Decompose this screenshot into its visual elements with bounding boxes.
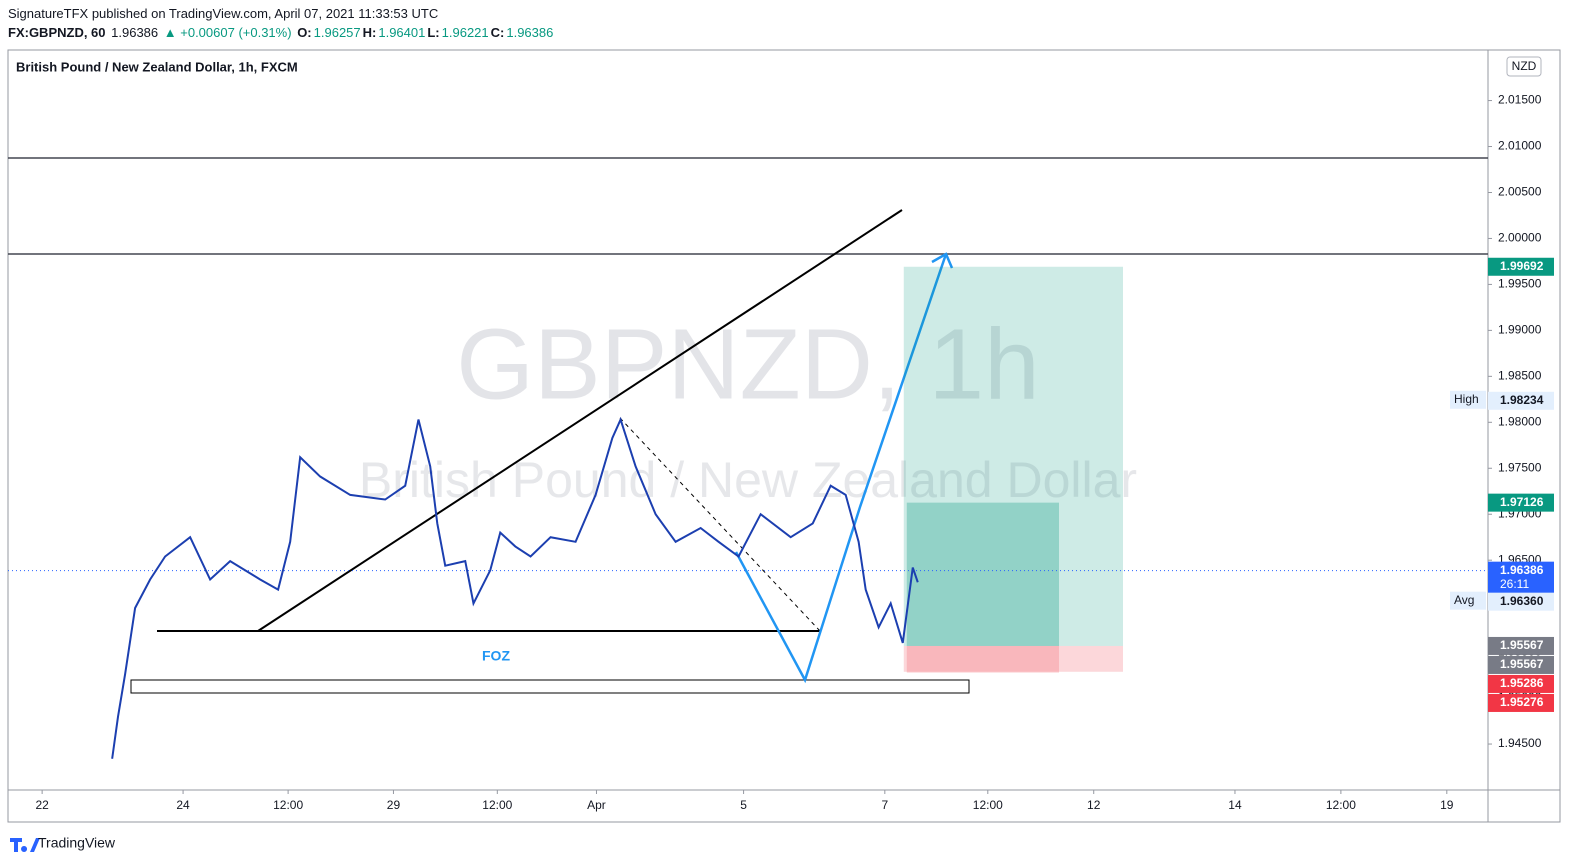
price-label-box [1488, 674, 1554, 693]
price-label: 1.95286 [1500, 676, 1544, 690]
y-tick-label: 1.98000 [1498, 414, 1542, 428]
price-label: 1.97126 [1500, 495, 1544, 509]
y-tick-label: 1.99000 [1498, 323, 1542, 337]
footer: TradingView [10, 835, 116, 852]
y-tick-label: 1.94500 [1498, 736, 1542, 750]
price-label: 1.95567 [1500, 638, 1544, 652]
x-tick-label: 22 [35, 798, 49, 812]
price-label-box [1488, 493, 1554, 512]
ohlc-value: 1.96221 [441, 25, 489, 40]
price-label-box [1488, 592, 1554, 611]
x-tick-label: 12 [1087, 798, 1101, 812]
annotation: FOZ [482, 648, 510, 664]
header: SignatureTFX published on TradingView.co… [8, 4, 557, 42]
watermark-group: GBPNZD, 1h British Pound / New Zealand D… [359, 308, 1137, 508]
projection-arrow [734, 253, 948, 684]
chart-title: British Pound / New Zealand Dollar, 1h, … [16, 59, 298, 74]
stop-zone [903, 645, 1123, 672]
ohlc-key: O: [297, 25, 312, 40]
quote-line: FX:GBPNZD, 60 1.96386 ▲ +0.00607 (+0.31%… [8, 23, 557, 42]
y-tick-label: 1.99500 [1498, 277, 1542, 291]
price-label-box [1488, 257, 1554, 276]
y-tick-label: 2.01000 [1498, 139, 1542, 153]
ohlc-key: L: [427, 25, 440, 40]
chart-frame [7, 49, 1561, 823]
dashed-line [619, 417, 821, 632]
x-tick-label: Apr [587, 798, 606, 812]
price-tag: High [1454, 392, 1479, 406]
x-tick-label: 29 [387, 798, 401, 812]
ohlc-key: H: [362, 25, 377, 40]
price-label-box [1488, 391, 1554, 410]
y-tick-label: 1.98500 [1498, 369, 1542, 383]
ohlc-value: 1.96401 [378, 25, 426, 40]
price-tag: 26:11 [1500, 577, 1529, 591]
ohlc-key: C: [490, 25, 505, 40]
price-label-box [1488, 693, 1554, 712]
target-zone [903, 266, 1123, 646]
y-tick-label: 1.97500 [1498, 460, 1542, 474]
drawings [8, 157, 1488, 694]
currency-box [1506, 56, 1542, 77]
logo [10, 838, 40, 852]
x-tick-label: 24 [176, 798, 190, 812]
ohlc-value: 1.96257 [313, 25, 361, 40]
price-tag-box [1450, 591, 1486, 610]
ohlc-value: 1.96386 [506, 25, 554, 40]
x-tick-label: 12:00 [1326, 798, 1356, 812]
x-tick-label: 12:00 [973, 798, 1003, 812]
price-line [111, 416, 919, 759]
x-tick-label: 12:00 [482, 798, 512, 812]
arrow-head [931, 252, 954, 269]
y-tick-label: 2.00000 [1498, 231, 1542, 245]
ohlc: O: 1.96257 H: 1.96401 L: 1.96221 C: 1.96386 [297, 25, 555, 40]
x-tick-label: 5 [740, 798, 747, 812]
x-tick-label: 12:00 [273, 798, 303, 812]
currency: NZD [1512, 59, 1537, 73]
price-tag: Avg [1454, 593, 1474, 607]
price-label-box [1488, 561, 1554, 594]
y-tick-label: 2.00500 [1498, 185, 1542, 199]
price-label: 1.96386 [1500, 563, 1544, 577]
price-label: 1.95276 [1500, 695, 1544, 709]
y-tick-label: 2.01500 [1498, 93, 1542, 107]
price-label: 1.98234 [1500, 393, 1544, 407]
price-label: 1.96360 [1500, 594, 1544, 608]
x-tick-label: 14 [1228, 798, 1242, 812]
zone-box [130, 679, 970, 694]
change: ▲ +0.00607 (+0.31%) [163, 25, 292, 40]
last: 1.96386 [111, 25, 159, 40]
price-label: 1.99692 [1500, 259, 1544, 273]
watermark: GBPNZD, 1h [456, 308, 1040, 420]
price-label: 1.95567 [1500, 657, 1544, 671]
x-tick-label: 19 [1440, 798, 1454, 812]
trend-line [257, 209, 903, 632]
price-tag-box [1450, 390, 1486, 409]
stop-zone-inner [906, 645, 1059, 673]
publisher: SignatureTFX published on TradingView.co… [8, 6, 439, 21]
brand: TradingView [38, 835, 116, 851]
x-tick-label: 7 [881, 798, 888, 812]
target-zone-inner [906, 502, 1059, 646]
symbol: FX:GBPNZD, 60 [8, 25, 106, 40]
price-label-box [1488, 655, 1554, 674]
price-label-box [1488, 636, 1554, 655]
